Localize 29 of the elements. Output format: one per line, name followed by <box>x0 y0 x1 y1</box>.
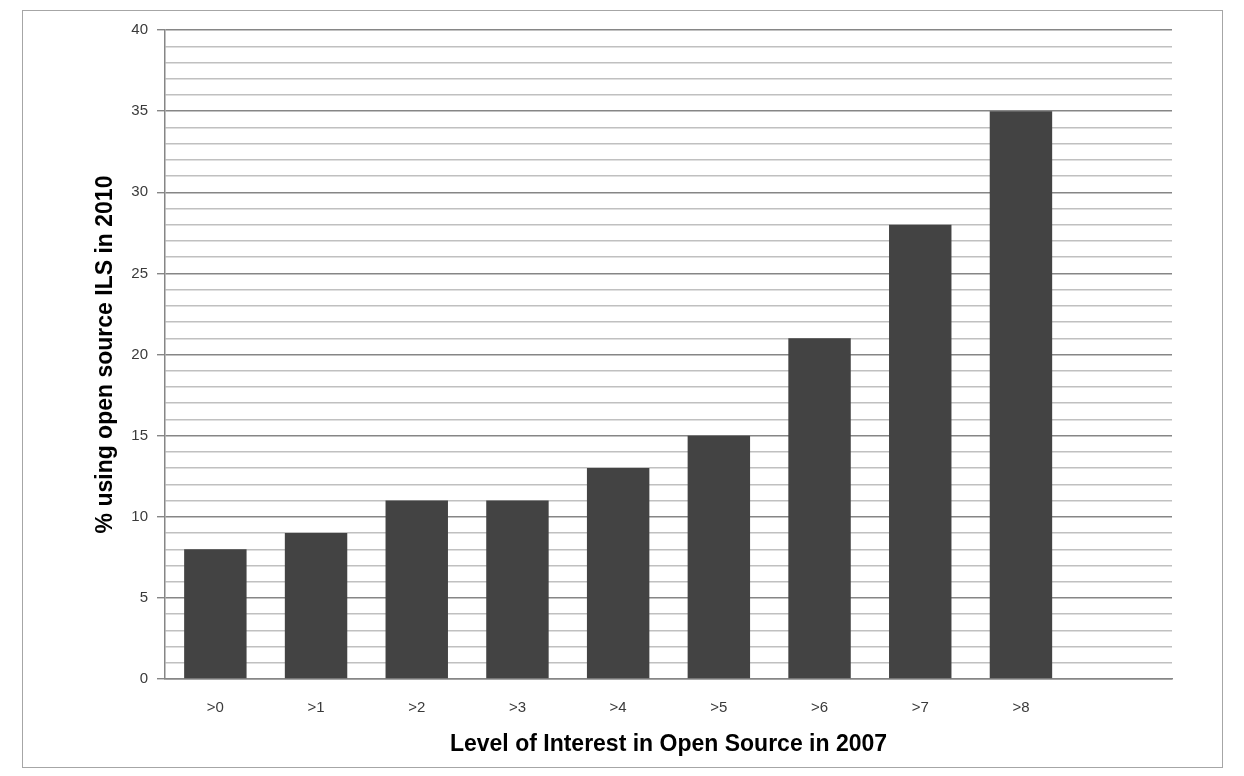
x-tick-label: >3 <box>508 698 526 716</box>
y-tick-label: 25 <box>131 263 148 281</box>
y-axis-title: % using open source ILS in 2010 <box>91 175 118 534</box>
x-axis-title: Level of Interest in Open Source in 2007 <box>449 729 888 756</box>
y-tick-label: 0 <box>139 669 148 687</box>
x-tick-label: >4 <box>609 698 627 716</box>
y-tick-label: 10 <box>131 506 148 524</box>
x-tick-label: >8 <box>1012 698 1030 716</box>
x-tick-label: >6 <box>811 698 829 716</box>
bar <box>284 532 348 679</box>
bar <box>184 549 247 679</box>
bar <box>788 338 851 679</box>
bar <box>385 500 448 679</box>
y-tick-label: 30 <box>131 182 148 200</box>
x-tick-label: >0 <box>206 698 224 716</box>
y-tick-label: 40 <box>131 20 148 38</box>
x-tick-label: >5 <box>710 698 728 716</box>
y-tick-label: 20 <box>131 344 148 362</box>
x-tick-label: >7 <box>911 698 929 716</box>
y-tick-label: 15 <box>131 425 148 443</box>
bar <box>687 435 751 679</box>
bar <box>889 224 952 679</box>
x-tick-label: >1 <box>307 698 325 716</box>
bar <box>586 468 650 679</box>
y-tick-label: 5 <box>139 588 148 606</box>
bar <box>486 500 549 679</box>
y-tick-label: 35 <box>131 101 148 119</box>
x-tick-label: >2 <box>408 698 426 716</box>
bar <box>989 111 1053 679</box>
